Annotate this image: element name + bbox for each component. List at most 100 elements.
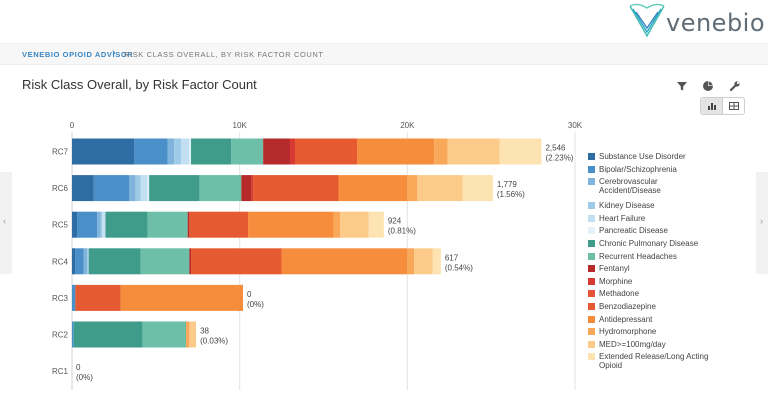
bar-segment[interactable]: [120, 284, 244, 311]
bar-segment[interactable]: [174, 138, 181, 165]
bar-segment[interactable]: [72, 248, 76, 275]
bar-segment[interactable]: [72, 211, 78, 238]
bar-segment[interactable]: [199, 175, 242, 202]
x-tick-label: 0: [70, 121, 75, 130]
bar-segment[interactable]: [93, 175, 130, 202]
wrench-icon: [729, 81, 740, 92]
bar-segment[interactable]: [294, 138, 358, 165]
bar-segment[interactable]: [432, 248, 441, 275]
bar-segment[interactable]: [499, 138, 542, 165]
venebio-wave-logo-icon: [629, 3, 665, 38]
bar-segment[interactable]: [189, 211, 249, 238]
bar-segment[interactable]: [73, 321, 143, 348]
legend-item[interactable]: Heart Failure: [588, 214, 713, 227]
legend-item[interactable]: Morphine: [588, 277, 713, 290]
bar-segment[interactable]: [134, 138, 168, 165]
legend-item[interactable]: Pancreatic Disease: [588, 226, 713, 239]
bar-segment[interactable]: [186, 321, 190, 348]
bar-segment[interactable]: [75, 248, 84, 275]
bar-segment[interactable]: [83, 248, 88, 275]
bar-segment[interactable]: [191, 248, 282, 275]
bar-segment[interactable]: [263, 138, 290, 165]
bar-segment[interactable]: [105, 211, 148, 238]
bar-segment[interactable]: [135, 175, 141, 202]
previous-chart-button[interactable]: ‹: [0, 172, 12, 274]
bar-segment[interactable]: [180, 138, 190, 165]
bar-segment[interactable]: [191, 138, 232, 165]
legend-label: Recurrent Headaches: [599, 251, 677, 261]
bar-segment[interactable]: [417, 175, 463, 202]
legend-item[interactable]: Substance Use Disorder: [588, 152, 713, 165]
bar-segment[interactable]: [248, 211, 334, 238]
bar-segment[interactable]: [434, 138, 448, 165]
bar-segment[interactable]: [88, 248, 141, 275]
legend-item[interactable]: Hydromorphone: [588, 327, 713, 340]
bar-segment[interactable]: [357, 138, 435, 165]
bar-segment[interactable]: [253, 175, 339, 202]
bar-segment[interactable]: [338, 175, 408, 202]
x-tick-label: 20K: [400, 121, 415, 130]
bar-segment[interactable]: [187, 211, 190, 238]
bar-segment[interactable]: [149, 175, 200, 202]
filter-button[interactable]: [674, 78, 690, 94]
bar-segment[interactable]: [333, 211, 341, 238]
bar-segment[interactable]: [189, 248, 192, 275]
breadcrumb-root-link[interactable]: VENEBIO OPIOID ADVISOR: [22, 50, 134, 59]
bar-segment[interactable]: [72, 175, 94, 202]
bar-segment[interactable]: [100, 211, 103, 238]
legend-item[interactable]: Cerebrovascular Accident/Disease: [588, 177, 713, 201]
bar-segment[interactable]: [87, 248, 89, 275]
legend-label: Antidepressant: [599, 314, 653, 324]
bar-segment[interactable]: [407, 248, 415, 275]
bar-segment[interactable]: [189, 138, 192, 165]
bar-segment[interactable]: [167, 138, 175, 165]
bar-segment[interactable]: [407, 175, 418, 202]
bar-segment[interactable]: [189, 321, 197, 348]
legend-item[interactable]: Methadone: [588, 289, 713, 302]
breadcrumb-separator-icon: ›: [112, 47, 116, 59]
x-axis-ticks: 0 10K 20K 30K: [70, 121, 583, 130]
total-count-label: 924: [388, 217, 402, 226]
bar-segment[interactable]: [462, 175, 493, 202]
bar-segment[interactable]: [77, 211, 98, 238]
legend-swatch: [588, 302, 595, 310]
legend-item[interactable]: MED>=100mg/day: [588, 340, 713, 353]
legend-item[interactable]: Antidepressant: [588, 315, 713, 328]
legend-item[interactable]: Benzodiazepine: [588, 302, 713, 315]
legend-item[interactable]: Extended Release/Long Acting Opioid: [588, 352, 713, 376]
bar-segment[interactable]: [75, 284, 121, 311]
legend-item[interactable]: Fentanyl: [588, 264, 713, 277]
bar-segment[interactable]: [147, 211, 188, 238]
bar-segment[interactable]: [414, 248, 433, 275]
bar-segment[interactable]: [281, 248, 408, 275]
pie-chart-button[interactable]: [700, 78, 716, 94]
bar-segment[interactable]: [129, 175, 136, 202]
bar-segment[interactable]: [241, 175, 252, 202]
legend-item[interactable]: Bipolar/Schizophrenia: [588, 165, 713, 178]
settings-wrench-button[interactable]: [727, 78, 743, 94]
bar-segment[interactable]: [289, 138, 295, 165]
bar-chart-view-button[interactable]: [701, 98, 723, 114]
bar-segment[interactable]: [140, 248, 190, 275]
bar-segment[interactable]: [368, 211, 384, 238]
bar-segment[interactable]: [340, 211, 369, 238]
bar-segment[interactable]: [147, 175, 150, 202]
legend-swatch: [588, 265, 595, 273]
legend-item[interactable]: Recurrent Headaches: [588, 252, 713, 265]
bar-segment[interactable]: [142, 321, 187, 348]
bar-segment[interactable]: [72, 138, 135, 165]
bar-segment[interactable]: [231, 138, 264, 165]
category-label: RC1: [52, 367, 69, 376]
bar-segment[interactable]: [251, 175, 254, 202]
bar-segment[interactable]: [447, 138, 500, 165]
legend-item[interactable]: Chronic Pulmonary Disease: [588, 239, 713, 252]
bar-segment[interactable]: [72, 284, 76, 311]
bar-segment[interactable]: [102, 211, 106, 238]
next-chart-button[interactable]: ›: [756, 172, 768, 274]
total-percent-label: (0%): [76, 373, 93, 382]
bar-segment[interactable]: [140, 175, 148, 202]
bar-segment[interactable]: [72, 321, 74, 348]
table-view-button[interactable]: [723, 98, 745, 114]
legend-item[interactable]: Kidney Disease: [588, 201, 713, 214]
bar-segment[interactable]: [97, 211, 101, 238]
